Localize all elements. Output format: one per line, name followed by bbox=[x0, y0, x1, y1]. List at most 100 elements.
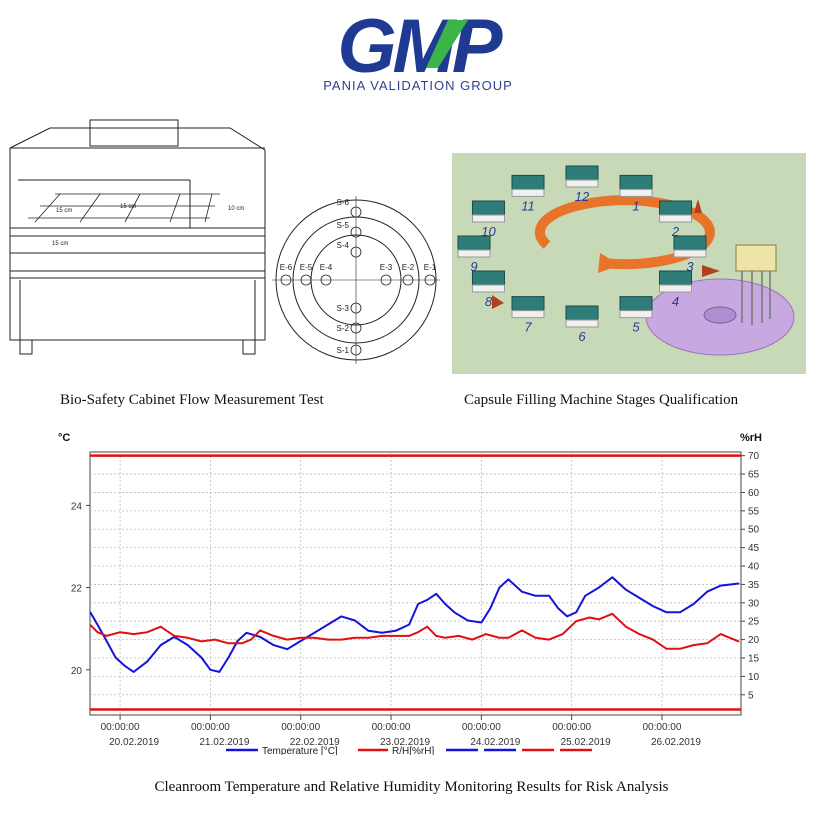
temperature-point bbox=[467, 619, 469, 622]
point-label-s6: S-6 bbox=[337, 198, 350, 207]
station-block bbox=[619, 296, 653, 312]
temperature-point bbox=[299, 640, 302, 642]
dimension-label-2: 15 cm bbox=[120, 204, 136, 210]
temperature-point bbox=[200, 656, 203, 659]
humidity-point bbox=[598, 618, 600, 621]
point-label-s2: S-2 bbox=[337, 324, 350, 333]
humidity-point bbox=[132, 633, 135, 635]
x-tick-date-label: 25.02.2019 bbox=[561, 737, 611, 748]
chart-caption: Cleanroom Temperature and Relative Humid… bbox=[154, 779, 669, 795]
humidity-point bbox=[340, 638, 343, 641]
right-tick-label: 60 bbox=[748, 488, 760, 499]
temperature-point bbox=[566, 615, 568, 618]
temperature-point bbox=[611, 576, 614, 579]
capsule-caption: Capsule Filling Machine Stages Qualifica… bbox=[464, 392, 739, 408]
temperature-point bbox=[259, 636, 261, 638]
legend-label-humidity: R/H[%rH] bbox=[392, 746, 434, 755]
temperature-point bbox=[272, 644, 275, 646]
station-block bbox=[673, 235, 707, 251]
point-label-e5: E-5 bbox=[300, 263, 313, 272]
humidity-point bbox=[575, 620, 577, 622]
temperature-point bbox=[367, 630, 370, 632]
humidity-point bbox=[96, 631, 99, 633]
station-base bbox=[659, 284, 693, 293]
humidity-point bbox=[692, 644, 695, 646]
x-tick-date-label: 26.02.2019 bbox=[651, 737, 701, 748]
right-tick-label: 55 bbox=[748, 506, 760, 517]
humidity-point bbox=[119, 631, 121, 633]
right-tick-label: 50 bbox=[748, 525, 760, 536]
humidity-point bbox=[354, 637, 356, 639]
cabinet-caption: Bio-Safety Cabinet Flow Measurement Test bbox=[60, 392, 324, 408]
right-tick-label: 15 bbox=[748, 653, 760, 664]
station-block bbox=[565, 165, 599, 181]
temperature-point bbox=[521, 590, 523, 593]
humidity-point bbox=[625, 625, 627, 628]
humidity-point bbox=[417, 631, 419, 633]
right-tick-label: 45 bbox=[748, 543, 760, 554]
temperature-point bbox=[340, 615, 343, 618]
humidity-point bbox=[638, 633, 641, 635]
station-number: 10 bbox=[481, 224, 496, 239]
right-tick-label: 40 bbox=[748, 562, 760, 573]
right-tick-label: 35 bbox=[748, 580, 760, 591]
temperature-point bbox=[444, 603, 447, 605]
x-tick-date-label: 20.02.2019 bbox=[109, 737, 159, 748]
temperature-point bbox=[123, 664, 126, 667]
humidity-point bbox=[367, 637, 370, 639]
right-axis-unit: %rH bbox=[740, 432, 762, 444]
point-label-s5: S-5 bbox=[337, 221, 350, 230]
humidity-point bbox=[426, 625, 429, 628]
temperature-point bbox=[638, 597, 641, 599]
station-number: 6 bbox=[578, 329, 586, 344]
right-tick-label: 5 bbox=[748, 690, 754, 701]
temperature-point bbox=[534, 595, 537, 597]
temperature-point bbox=[625, 588, 627, 591]
left-tick-label: 22 bbox=[71, 584, 83, 595]
temperature-point bbox=[159, 644, 162, 646]
station-base bbox=[673, 249, 707, 258]
station-block bbox=[565, 305, 599, 321]
temperature-point bbox=[719, 584, 722, 587]
temperature-point bbox=[218, 671, 221, 673]
humidity-point bbox=[611, 613, 614, 615]
humidity-point bbox=[737, 640, 740, 643]
temperature-point bbox=[245, 632, 248, 634]
biosafety-cabinet-figure: 15 cm 15 cm 10 cm 15 cm S-6 S-5 S-4 S-3 … bbox=[9, 119, 440, 364]
x-tick-time-label: 00:00:00 bbox=[643, 722, 682, 733]
x-tick-date-label: 23.02.2019 bbox=[380, 737, 430, 748]
humidity-point bbox=[105, 635, 108, 637]
legend-label-temperature: Temperature [°C] bbox=[262, 746, 338, 755]
station-base bbox=[511, 188, 545, 197]
station-number: 1 bbox=[632, 198, 639, 213]
temperature-point bbox=[187, 644, 189, 646]
point-label-e3: E-3 bbox=[380, 263, 393, 272]
humidity-point bbox=[250, 638, 252, 641]
station-number: 12 bbox=[575, 189, 590, 204]
station-number: 7 bbox=[524, 320, 532, 335]
humidity-point bbox=[679, 648, 681, 650]
x-tick-date-label: 24.02.2019 bbox=[470, 737, 520, 748]
humidity-point bbox=[408, 635, 410, 637]
humidity-series-line bbox=[89, 612, 740, 650]
station-base bbox=[619, 188, 653, 197]
humidity-point bbox=[272, 635, 275, 637]
humidity-point bbox=[286, 638, 288, 641]
temperature-point bbox=[408, 623, 410, 626]
station-number: 3 bbox=[686, 259, 694, 274]
right-tick-label: 30 bbox=[748, 598, 760, 609]
station-base bbox=[511, 310, 545, 319]
point-label-e1: E-1 bbox=[424, 263, 437, 272]
point-label-s1: S-1 bbox=[337, 346, 350, 355]
station-base bbox=[565, 179, 599, 188]
x-tick-time-label: 00:00:00 bbox=[101, 722, 140, 733]
temperature-point bbox=[652, 605, 654, 607]
humidity-point bbox=[381, 635, 383, 637]
humidity-point bbox=[458, 635, 460, 637]
humidity-point bbox=[435, 635, 438, 637]
humidity-point bbox=[521, 629, 523, 632]
temperature-point bbox=[209, 669, 212, 671]
x-tick-time-label: 00:00:00 bbox=[191, 722, 230, 733]
temperature-point bbox=[96, 623, 99, 626]
humidity-point bbox=[548, 638, 550, 641]
